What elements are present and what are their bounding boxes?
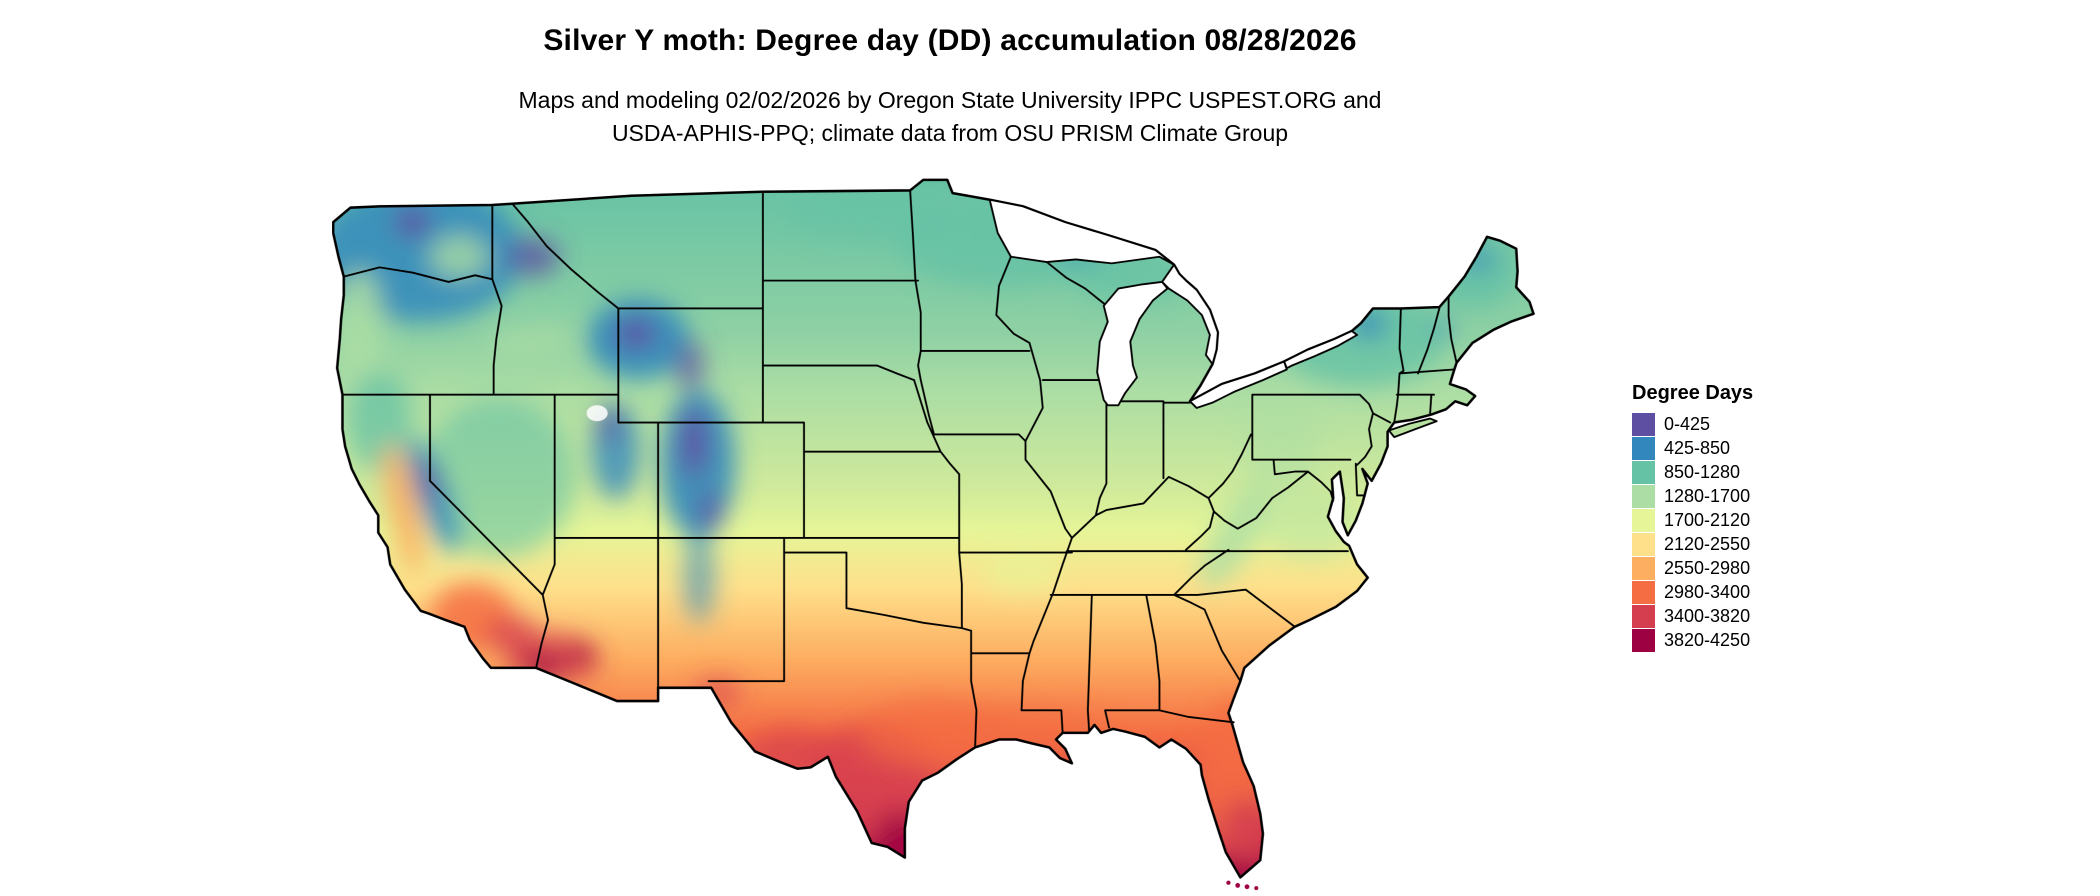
legend-swatch bbox=[1632, 581, 1655, 604]
dd-blob bbox=[524, 653, 562, 678]
legend-swatch bbox=[1632, 413, 1655, 436]
legend-swatch bbox=[1632, 629, 1655, 652]
legend-item: 2980-3400 bbox=[1632, 581, 1753, 604]
legend-label: 1700-2120 bbox=[1664, 510, 1751, 530]
dd-blob bbox=[1219, 797, 1273, 878]
dd-blob bbox=[1431, 238, 1517, 308]
dd-blob bbox=[675, 340, 705, 391]
legend-label: 425-850 bbox=[1664, 438, 1731, 458]
dd-blob bbox=[1244, 405, 1319, 491]
legend-label: 2980-3400 bbox=[1664, 582, 1751, 602]
dd-blob bbox=[683, 532, 716, 623]
lake-huron bbox=[1161, 263, 1219, 366]
dd-blob bbox=[347, 370, 412, 472]
legend-label: 2550-2980 bbox=[1664, 558, 1751, 578]
legend-label: 850-1280 bbox=[1664, 462, 1741, 482]
legend-swatch bbox=[1632, 557, 1655, 580]
dd-blob bbox=[875, 811, 921, 870]
us-degree-day-map bbox=[331, 178, 1535, 891]
legend-swatch bbox=[1632, 437, 1655, 460]
florida-keys bbox=[1226, 880, 1259, 891]
dd-blob bbox=[1260, 490, 1362, 560]
legend-label: 0-425 bbox=[1664, 414, 1711, 434]
legend-swatch bbox=[1632, 509, 1655, 532]
dd-blob bbox=[699, 491, 721, 532]
legend-swatch bbox=[1632, 461, 1655, 484]
legend-label: 3820-4250 bbox=[1664, 630, 1751, 650]
legend-swatch bbox=[1632, 485, 1655, 508]
credits-line-2: USDA-APHIS-PPQ; climate data from OSU PR… bbox=[611, 120, 1289, 146]
legend-label: 2120-2550 bbox=[1664, 534, 1751, 554]
dd-blob bbox=[680, 407, 708, 477]
legend-title: Degree Days bbox=[1632, 382, 1754, 404]
dd-blob bbox=[567, 645, 595, 664]
lake-superior bbox=[988, 198, 1175, 266]
dd-blob bbox=[395, 207, 430, 237]
dd-blob bbox=[1228, 856, 1258, 878]
florida-key-dot bbox=[1254, 886, 1259, 891]
legend-item: 2120-2550 bbox=[1632, 533, 1753, 556]
dd-blob bbox=[983, 548, 1063, 594]
legend-label: 3400-3820 bbox=[1664, 606, 1751, 626]
long-island bbox=[1387, 417, 1438, 439]
legend-item: 0-425 bbox=[1632, 413, 1753, 436]
dd-blob bbox=[417, 456, 440, 503]
map-credits: Maps and modeling 02/02/2026 by Oregon S… bbox=[0, 84, 1900, 150]
credits-line-1: Maps and modeling 02/02/2026 by Oregon S… bbox=[518, 87, 1382, 113]
legend-item: 1280-1700 bbox=[1632, 485, 1753, 508]
dd-blob bbox=[383, 443, 424, 574]
lake-michigan bbox=[1096, 280, 1169, 407]
legend: Degree Days 0-425 425-850 850-1280 1280-170… bbox=[1632, 382, 1753, 653]
legend-item: 3400-3820 bbox=[1632, 605, 1753, 628]
lake-erie bbox=[1189, 360, 1288, 409]
legend-swatch bbox=[1632, 605, 1655, 628]
florida-key-dot bbox=[1226, 880, 1231, 885]
dd-blob bbox=[487, 324, 577, 359]
legend-label: 1280-1700 bbox=[1664, 486, 1751, 506]
florida-key-dot bbox=[1235, 883, 1241, 888]
legend-item: 2550-2980 bbox=[1632, 557, 1753, 580]
legend-swatch bbox=[1632, 533, 1655, 556]
state-borders bbox=[341, 189, 1458, 749]
degree-day-raster bbox=[333, 179, 1534, 878]
dd-blob bbox=[506, 236, 560, 277]
great-salt-lake bbox=[586, 405, 608, 422]
page-title: Silver Y moth: Degree day (DD) accumulat… bbox=[543, 24, 1357, 57]
great-lakes bbox=[988, 198, 1359, 409]
legend-items: 0-425 425-850 850-1280 1280-1700 1700-2120 21… bbox=[1632, 413, 1753, 652]
dd-blob bbox=[1200, 481, 1271, 590]
legend-item: 425-850 bbox=[1632, 437, 1753, 460]
dd-blob bbox=[422, 398, 576, 558]
lake-ontario bbox=[1283, 330, 1359, 370]
dd-blob bbox=[429, 235, 489, 278]
legend-item: 1700-2120 bbox=[1632, 509, 1753, 532]
dd-blob bbox=[615, 319, 656, 349]
legend-item: 850-1280 bbox=[1632, 461, 1753, 484]
legend-item: 3820-4250 bbox=[1632, 629, 1753, 652]
florida-key-dot bbox=[1244, 884, 1250, 890]
